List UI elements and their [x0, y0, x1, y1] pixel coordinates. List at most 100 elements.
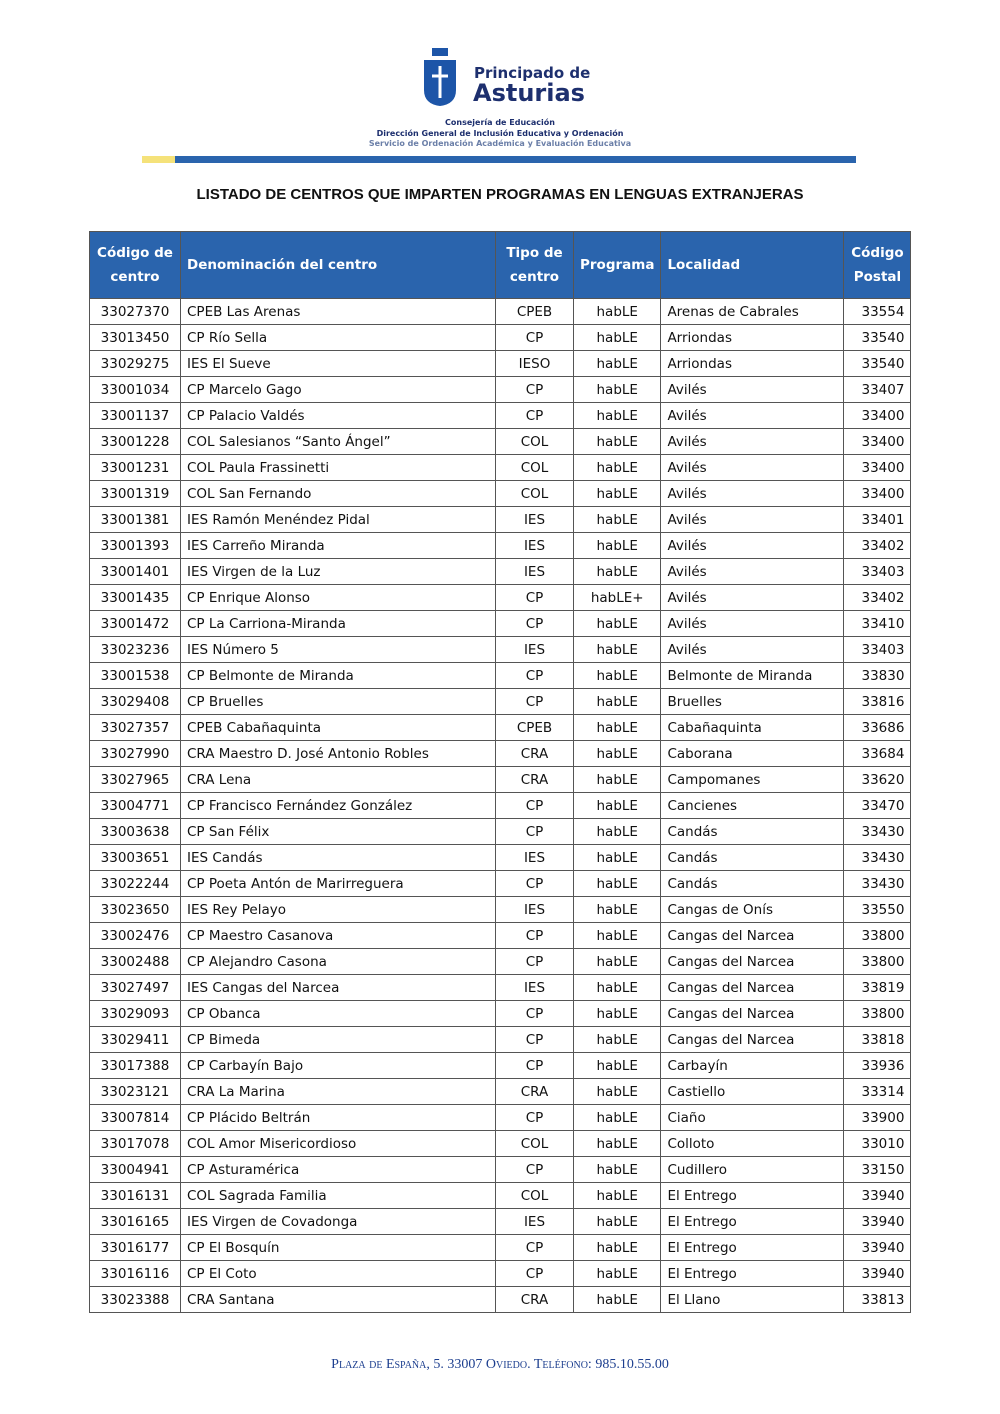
cell: habLE: [572, 428, 662, 455]
cell: Carbayín: [660, 1052, 845, 1079]
cell: CPEB: [495, 298, 574, 325]
cell: CP: [495, 376, 574, 403]
cell: IES Carreño Miranda: [180, 532, 496, 559]
cell: 33540: [843, 350, 912, 377]
header-cell: Localidad: [660, 231, 845, 299]
cell: Arriondas: [660, 350, 845, 377]
row: 33023650 IES Rey Pelayo IES habLE Cangas de …: [89, 896, 912, 923]
cell: COL: [495, 428, 574, 455]
cell: habLE: [572, 662, 662, 689]
cell: CP: [495, 584, 574, 611]
cell: 33029093: [89, 1000, 181, 1027]
cell: 33403: [843, 636, 912, 663]
cell: IES: [495, 974, 574, 1001]
cell: 33010: [843, 1130, 912, 1157]
cell: habLE: [572, 532, 662, 559]
cell: CP Obanca: [180, 1000, 496, 1027]
cell: 33004771: [89, 792, 181, 819]
cell: 33016131: [89, 1182, 181, 1209]
cell: 33022244: [89, 870, 181, 897]
row: 33029275 IES El Sueve IESO habLE Arriondas 33…: [89, 350, 912, 377]
row: 33001435 CP Enrique Alonso CP habLE+ Avilés 3…: [89, 584, 912, 611]
cell: 33016116: [89, 1260, 181, 1287]
cell: CRA: [495, 766, 574, 793]
cell: 33001435: [89, 584, 181, 611]
row: 33001231 COL Paula Frassinetti COL habLE Avi…: [89, 454, 912, 481]
cell: 33027965: [89, 766, 181, 793]
cell: habLE: [572, 1260, 662, 1287]
cell: habLE: [572, 766, 662, 793]
cell: Avilés: [660, 532, 845, 559]
cell: 33150: [843, 1156, 912, 1183]
cell: habLE: [572, 1156, 662, 1183]
cell: 33001034: [89, 376, 181, 403]
cell: Avilés: [660, 636, 845, 663]
cell: 33800: [843, 1000, 912, 1027]
cell: CP: [495, 610, 574, 637]
cell: CRA Lena: [180, 766, 496, 793]
cell: 33002476: [89, 922, 181, 949]
cell: 33023236: [89, 636, 181, 663]
cell: CPEB: [495, 714, 574, 741]
cell: habLE: [572, 506, 662, 533]
cell: 33007814: [89, 1104, 181, 1131]
cell: 33554: [843, 298, 912, 325]
row: 33001137 CP Palacio Valdés CP habLE Avilés 33…: [89, 402, 912, 429]
cell: El Entrego: [660, 1260, 845, 1287]
cell: 33430: [843, 844, 912, 871]
cell: IES Número 5: [180, 636, 496, 663]
header-cell: Código de centro: [89, 231, 181, 299]
cell: habLE: [572, 792, 662, 819]
cell: 33001393: [89, 532, 181, 559]
cell: Cancienes: [660, 792, 845, 819]
cell: habLE: [572, 1026, 662, 1053]
cell: IES: [495, 896, 574, 923]
cell: habLE: [572, 922, 662, 949]
cell: IES Virgen de la Luz: [180, 558, 496, 585]
cell: 33003651: [89, 844, 181, 871]
cell: CP: [495, 662, 574, 689]
cell: Castiello: [660, 1078, 845, 1105]
cell: habLE: [572, 558, 662, 585]
cell: 33029408: [89, 688, 181, 715]
row: 33001228 COL Salesianos “Santo Ángel” COL h…: [89, 428, 912, 455]
row: 33004941 CP Asturamérica CP habLE Cudillero 3…: [89, 1156, 912, 1183]
cell: COL: [495, 454, 574, 481]
cell: 33016177: [89, 1234, 181, 1261]
cell: habLE: [572, 1104, 662, 1131]
cell: CP La Carriona-Miranda: [180, 610, 496, 637]
cell: 33936: [843, 1052, 912, 1079]
cell: 33027357: [89, 714, 181, 741]
row: 33027965 CRA Lena CRA habLE Campomanes 33620: [89, 766, 912, 793]
row: 33023121 CRA La Marina CRA habLE Castiello 33…: [89, 1078, 912, 1105]
cell: COL Paula Frassinetti: [180, 454, 496, 481]
bar-accent: [142, 156, 175, 163]
cell: El Entrego: [660, 1182, 845, 1209]
cell: Avilés: [660, 558, 845, 585]
cell: 33818: [843, 1026, 912, 1053]
cell: habLE: [572, 1286, 662, 1313]
cell: habLE: [572, 688, 662, 715]
cell: habLE: [572, 298, 662, 325]
cell: IES: [495, 1208, 574, 1235]
cell: 33400: [843, 480, 912, 507]
cell: CRA Santana: [180, 1286, 496, 1313]
cell: CP Marcelo Gago: [180, 376, 496, 403]
cell: CP Alejandro Casona: [180, 948, 496, 975]
cell: Belmonte de Miranda: [660, 662, 845, 689]
cell: CP Enrique Alonso: [180, 584, 496, 611]
cell: 33401: [843, 506, 912, 533]
cell: CP: [495, 1156, 574, 1183]
row: 33001034 CP Marcelo Gago CP habLE Avilés 3340…: [89, 376, 912, 403]
row: 33003651 IES Candás IES habLE Candás 33430: [89, 844, 912, 871]
cell: CP: [495, 948, 574, 975]
cell: CP Bruelles: [180, 688, 496, 715]
cell: habLE: [572, 1182, 662, 1209]
cell: 33001319: [89, 480, 181, 507]
cell: 33001231: [89, 454, 181, 481]
cell: CP: [495, 1104, 574, 1131]
row: 33001401 IES Virgen de la Luz IES habLE Avil…: [89, 558, 912, 585]
cell: Bruelles: [660, 688, 845, 715]
cell: CP Río Sella: [180, 324, 496, 351]
